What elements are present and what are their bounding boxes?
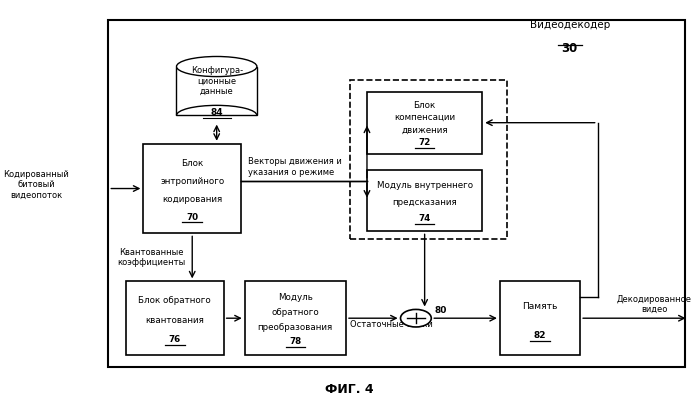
Text: Декодированное
видео: Декодированное видео <box>617 295 692 314</box>
Text: 30: 30 <box>561 42 578 55</box>
Ellipse shape <box>176 57 257 77</box>
FancyBboxPatch shape <box>367 170 482 231</box>
Text: Квантованные
коэффициенты: Квантованные коэффициенты <box>117 248 185 267</box>
Text: квантования: квантования <box>145 316 204 325</box>
Text: Конфигура-
ционные
данные: Конфигура- ционные данные <box>191 66 243 96</box>
FancyBboxPatch shape <box>245 281 346 355</box>
Text: 70: 70 <box>186 213 199 222</box>
Text: движения: движения <box>401 126 448 134</box>
Text: ФИГ. 4: ФИГ. 4 <box>325 383 374 395</box>
Text: обратного: обратного <box>271 308 319 317</box>
Text: компенсации: компенсации <box>394 113 455 122</box>
Text: Блок: Блок <box>414 101 435 110</box>
Text: преобразования: преобразования <box>258 322 333 332</box>
Text: 74: 74 <box>419 214 431 223</box>
Text: 78: 78 <box>289 337 301 346</box>
Text: Остаточные блоки: Остаточные блоки <box>350 320 432 329</box>
Text: предсказания: предсказания <box>392 198 457 207</box>
Text: Видеодекодер: Видеодекодер <box>530 20 610 30</box>
Text: Векторы движения и
указания о режиме: Векторы движения и указания о режиме <box>248 157 342 176</box>
Circle shape <box>401 310 431 327</box>
Text: 80: 80 <box>435 306 447 315</box>
Text: Блок обратного: Блок обратного <box>138 296 211 305</box>
Text: Модуль: Модуль <box>278 293 312 302</box>
Text: Кодированный
битовый
видеопоток: Кодированный битовый видеопоток <box>3 170 69 200</box>
Text: энтропийного: энтропийного <box>160 177 224 186</box>
Text: 84: 84 <box>210 109 223 117</box>
FancyBboxPatch shape <box>176 67 257 115</box>
Text: 72: 72 <box>419 138 431 147</box>
Text: 76: 76 <box>168 335 181 344</box>
FancyBboxPatch shape <box>126 281 224 355</box>
FancyBboxPatch shape <box>350 80 507 239</box>
FancyBboxPatch shape <box>500 281 580 355</box>
Text: Блок: Блок <box>181 159 203 168</box>
Text: 82: 82 <box>534 332 546 340</box>
FancyBboxPatch shape <box>108 20 685 367</box>
Text: кодирования: кодирования <box>162 195 222 204</box>
Text: Модуль внутреннего: Модуль внутреннего <box>377 181 473 190</box>
Text: Память: Память <box>522 302 558 311</box>
FancyBboxPatch shape <box>143 144 241 233</box>
FancyBboxPatch shape <box>367 92 482 154</box>
